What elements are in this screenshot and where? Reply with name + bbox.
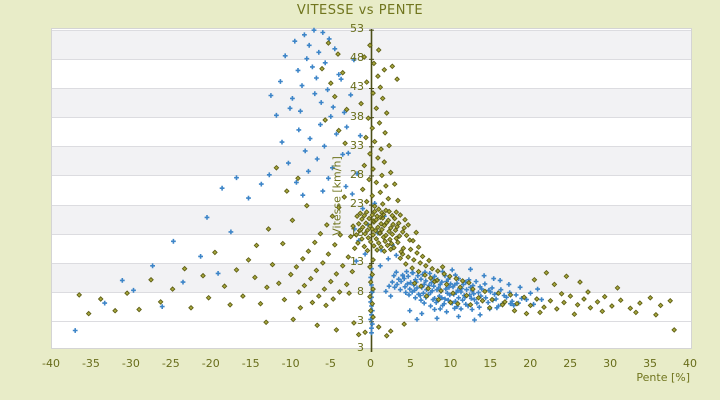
- x-tick-label: 25: [563, 357, 578, 370]
- x-axis-title: Pente [%]: [636, 371, 690, 384]
- y-tick-label: 38: [350, 109, 364, 123]
- y-tick-label: 53: [350, 22, 364, 36]
- y-tick-label: 28: [350, 167, 364, 181]
- x-tick-label: -25: [161, 357, 180, 370]
- x-tick-label: -15: [241, 357, 260, 370]
- scatter-plot: [72, 27, 678, 352]
- y-tick-label: 33: [350, 138, 364, 152]
- y-tick-label: 48: [350, 51, 364, 65]
- series-olive-points: [76, 40, 678, 339]
- x-tick-label: 0: [367, 357, 374, 370]
- x-tick-label: -10: [281, 357, 300, 370]
- x-tick-label: 30: [603, 357, 618, 370]
- y-tick-label: 43: [350, 80, 364, 94]
- x-tick-label: 40: [683, 357, 697, 370]
- y-axis-min-label: 3: [357, 341, 364, 354]
- x-tick-label: 15: [483, 357, 498, 370]
- y-tick-label: 18: [350, 226, 364, 240]
- x-tick-label: -35: [81, 357, 100, 370]
- y-tick-label: 3: [357, 313, 364, 327]
- x-tick-label: -40: [42, 357, 60, 370]
- y-axis-title: Vitesse [km/h]: [330, 156, 344, 236]
- x-tick-label: 5: [406, 357, 414, 370]
- x-tick-label: 35: [643, 357, 658, 370]
- chart-title: VITESSE vs PENTE: [296, 3, 424, 18]
- x-tick-label: 10: [443, 357, 458, 370]
- y-tick-label: 8: [357, 284, 364, 298]
- x-tick-label: 20: [523, 357, 538, 370]
- y-tick-label: 23: [350, 197, 364, 211]
- x-tick-label: -5: [325, 357, 337, 370]
- x-tick-label: -30: [121, 357, 140, 370]
- x-tick-label: -20: [201, 357, 220, 370]
- y-tick-label: 13: [350, 255, 364, 269]
- plot-area: [51, 27, 692, 352]
